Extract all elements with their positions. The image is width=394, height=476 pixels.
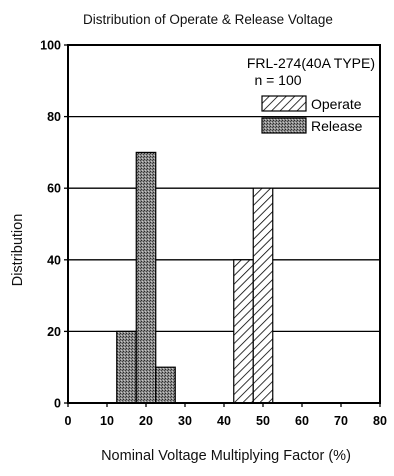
bar-release-0 (116, 330, 137, 404)
x-axis-label: Nominal Voltage Multiplying Factor (%) (101, 448, 351, 464)
bar-operate-1 (252, 187, 274, 404)
legend-swatch-release (261, 117, 307, 134)
y-axis-label: Distribution (10, 214, 26, 287)
y-tick-label-80: 80 (47, 110, 61, 124)
x-tick-labels: 0 10 20 30 40 50 60 70 80 (65, 403, 387, 428)
annotation-model: FRL-274(40A TYPE) (247, 55, 375, 71)
bar-operate-0 (233, 259, 254, 404)
x-tick-label-20: 20 (139, 414, 153, 428)
legend-label-operate: Operate (311, 96, 362, 112)
y-tick-labels: 0 20 40 60 80 100 (40, 39, 68, 411)
x-tick-label-0: 0 (65, 414, 72, 428)
bar-release-2 (155, 366, 176, 404)
x-tick-label-10: 10 (100, 414, 114, 428)
y-tick-label-60: 60 (47, 182, 61, 196)
x-tick-label-40: 40 (217, 414, 231, 428)
y-tick-label-20: 20 (47, 325, 61, 339)
x-tick-label-50: 50 (256, 414, 270, 428)
legend-label-release: Release (311, 118, 363, 134)
x-tick-label-60: 60 (295, 414, 309, 428)
x-tick-label-30: 30 (178, 414, 192, 428)
x-tick-label-70: 70 (334, 414, 348, 428)
chart-title: Distribution of Operate & Release Voltag… (83, 12, 333, 27)
y-tick-label-40: 40 (47, 253, 61, 267)
bar-release-1 (135, 151, 157, 404)
annotation-sample-size: n = 100 (254, 72, 301, 88)
legend-swatch-operate (261, 95, 307, 112)
y-tick-label-0: 0 (54, 397, 61, 411)
y-tick-label-100: 100 (40, 39, 61, 53)
legend: Operate Release (261, 95, 363, 134)
grid-lines (68, 115, 380, 333)
x-tick-label-80: 80 (373, 414, 387, 428)
bars (116, 151, 274, 404)
